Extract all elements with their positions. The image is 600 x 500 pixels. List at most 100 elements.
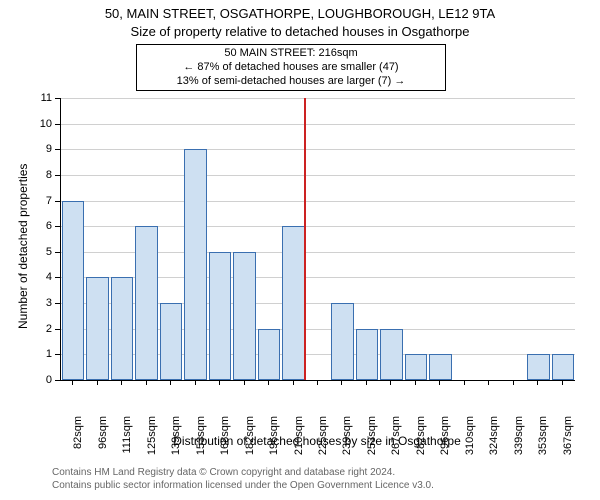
ytick-label: 4 xyxy=(36,271,52,283)
xtick-label: 253sqm xyxy=(366,416,378,464)
bar xyxy=(527,354,550,380)
ytick-mark xyxy=(55,226,60,227)
footer-line1: Contains HM Land Registry data © Crown c… xyxy=(52,466,434,479)
ytick-mark xyxy=(55,149,60,150)
xtick-mark xyxy=(488,380,489,385)
reference-line xyxy=(304,98,306,380)
bar xyxy=(209,252,232,380)
xtick-mark xyxy=(464,380,465,385)
bar xyxy=(62,201,85,380)
xtick-mark xyxy=(341,380,342,385)
ytick-label: 10 xyxy=(36,118,52,130)
ytick-mark xyxy=(55,303,60,304)
callout-line2: ← 87% of detached houses are smaller (47… xyxy=(143,61,439,75)
xtick-label: 96sqm xyxy=(97,416,109,464)
xtick-mark xyxy=(170,380,171,385)
xtick-mark xyxy=(293,380,294,385)
xtick-label: 139sqm xyxy=(170,416,182,464)
gridline xyxy=(61,124,575,125)
bar xyxy=(233,252,256,380)
ytick-mark xyxy=(55,329,60,330)
ytick-label: 3 xyxy=(36,297,52,309)
xtick-label: 196sqm xyxy=(268,416,280,464)
xtick-mark xyxy=(244,380,245,385)
ytick-label: 0 xyxy=(36,374,52,386)
xtick-label: 210sqm xyxy=(293,416,305,464)
footer-line2: Contains public sector information licen… xyxy=(52,479,434,492)
ytick-mark xyxy=(55,124,60,125)
ytick-label: 6 xyxy=(36,220,52,232)
footer-text: Contains HM Land Registry data © Crown c… xyxy=(52,466,434,492)
y-axis-label: Number of detached properties xyxy=(16,164,30,329)
bar xyxy=(331,303,354,380)
bar xyxy=(282,226,305,380)
callout-line1: 50 MAIN STREET: 216sqm xyxy=(143,47,439,61)
ytick-label: 5 xyxy=(36,246,52,258)
gridline xyxy=(61,98,575,99)
bar xyxy=(135,226,158,380)
xtick-mark xyxy=(268,380,269,385)
gridline xyxy=(61,201,575,202)
xtick-label: 267sqm xyxy=(390,416,402,464)
xtick-label: 324sqm xyxy=(488,416,500,464)
ytick-label: 11 xyxy=(36,92,52,104)
xtick-mark xyxy=(415,380,416,385)
xtick-mark xyxy=(146,380,147,385)
xtick-label: 153sqm xyxy=(195,416,207,464)
chart-plot-area xyxy=(60,98,575,381)
ytick-label: 9 xyxy=(36,143,52,155)
xtick-label: 111sqm xyxy=(121,416,133,464)
xtick-label: 182sqm xyxy=(244,416,256,464)
xtick-label: 339sqm xyxy=(513,416,525,464)
gridline xyxy=(61,149,575,150)
callout-box: 50 MAIN STREET: 216sqm ← 87% of detached… xyxy=(136,44,446,91)
xtick-mark xyxy=(219,380,220,385)
bar xyxy=(429,354,452,380)
xtick-mark xyxy=(317,380,318,385)
xtick-label: 82sqm xyxy=(72,416,84,464)
xtick-label: 310sqm xyxy=(464,416,476,464)
xtick-mark xyxy=(390,380,391,385)
ytick-mark xyxy=(55,380,60,381)
ytick-mark xyxy=(55,277,60,278)
ytick-mark xyxy=(55,98,60,99)
ytick-mark xyxy=(55,175,60,176)
ytick-label: 1 xyxy=(36,348,52,360)
callout-line3: 13% of semi-detached houses are larger (… xyxy=(143,75,439,89)
bar xyxy=(552,354,575,380)
bar xyxy=(184,149,207,380)
page-root: 50, MAIN STREET, OSGATHORPE, LOUGHBOROUG… xyxy=(0,0,600,500)
xtick-label: 353sqm xyxy=(537,416,549,464)
bar xyxy=(405,354,428,380)
xtick-mark xyxy=(366,380,367,385)
bar xyxy=(160,303,183,380)
xtick-label: 125sqm xyxy=(146,416,158,464)
ytick-label: 8 xyxy=(36,169,52,181)
xtick-mark xyxy=(439,380,440,385)
ytick-label: 7 xyxy=(36,195,52,207)
xtick-mark xyxy=(121,380,122,385)
gridline xyxy=(61,175,575,176)
ytick-mark xyxy=(55,252,60,253)
ytick-label: 2 xyxy=(36,323,52,335)
bar xyxy=(356,329,379,380)
xtick-mark xyxy=(72,380,73,385)
xtick-label: 239sqm xyxy=(341,416,353,464)
xtick-label: 225sqm xyxy=(317,416,329,464)
page-subtitle: Size of property relative to detached ho… xyxy=(0,24,600,39)
xtick-mark xyxy=(195,380,196,385)
xtick-label: 367sqm xyxy=(562,416,574,464)
xtick-mark xyxy=(537,380,538,385)
xtick-label: 168sqm xyxy=(219,416,231,464)
page-title: 50, MAIN STREET, OSGATHORPE, LOUGHBOROUG… xyxy=(0,6,600,21)
bar xyxy=(258,329,281,380)
bar xyxy=(380,329,403,380)
xtick-label: 282sqm xyxy=(415,416,427,464)
xtick-label: 296sqm xyxy=(439,416,451,464)
bar xyxy=(86,277,109,380)
bar xyxy=(111,277,134,380)
ytick-mark xyxy=(55,201,60,202)
xtick-mark xyxy=(513,380,514,385)
xtick-mark xyxy=(97,380,98,385)
xtick-mark xyxy=(562,380,563,385)
